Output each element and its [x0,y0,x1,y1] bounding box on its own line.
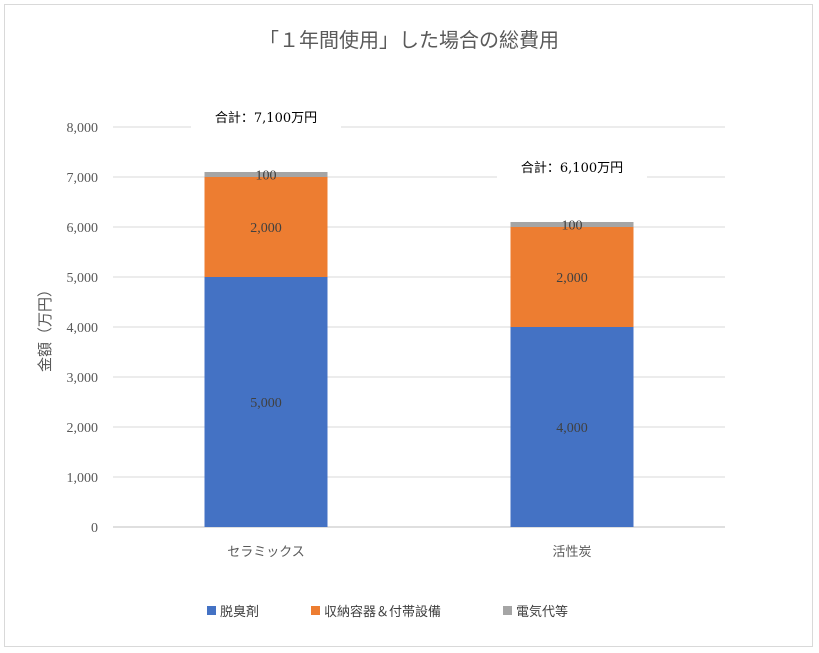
data-label: 100 [256,169,277,184]
x-category-labels: セラミックス 活性炭 [227,545,591,560]
x-category-label: 活性炭 [552,545,591,560]
x-category-label: セラミックス [227,545,305,560]
total-annotation: 合計：6,100万円 [521,160,623,176]
y-tick-label: 4,000 [67,321,99,336]
bar-segment [510,227,634,327]
total-annotation-bg [497,157,647,179]
data-label: 2,000 [556,271,588,286]
y-tick-label: 8,000 [67,121,99,136]
data-label: 2,000 [250,221,282,236]
bar-segment [510,222,634,227]
y-tick-label: 3,000 [67,371,99,386]
y-tick-label: 7,000 [67,171,99,186]
legend-swatch [207,606,216,615]
data-labels: 5,000 2,000 100 4,000 2,000 100 [250,169,588,437]
bar-segment [204,277,328,527]
total-annotation: 合計：7,100万円 [215,110,317,126]
legend-label: 電気代等 [516,604,568,620]
data-label: 5,000 [250,396,282,411]
y-tick-label: 6,000 [67,221,99,236]
legend: 脱臭剤 収納容器＆付帯設備 電気代等 [207,604,568,620]
data-label: 100 [562,219,583,234]
y-tick-labels: 0 1,000 2,000 3,000 4,000 5,000 6,000 7,000 8,00… [67,121,99,536]
legend-swatch [503,606,512,615]
data-label: 4,000 [556,421,588,436]
chart-title: 「１年間使用」した場合の総費用 [259,28,559,52]
bar-segment [510,327,634,527]
y-tick-label: 0 [91,521,98,536]
total-annotation-bg [191,107,341,129]
bar-segment [204,177,328,277]
bars [204,172,634,527]
bar-segment [204,172,328,177]
chart-area [4,4,813,647]
y-axis-label: 金額（万円） [36,282,54,372]
legend-label: 脱臭剤 [220,604,259,620]
legend-swatch [311,606,320,615]
legend-label: 収納容器＆付帯設備 [324,604,441,620]
y-tick-label: 5,000 [67,271,99,286]
y-tick-label: 2,000 [67,421,99,436]
y-tick-label: 1,000 [67,471,99,486]
